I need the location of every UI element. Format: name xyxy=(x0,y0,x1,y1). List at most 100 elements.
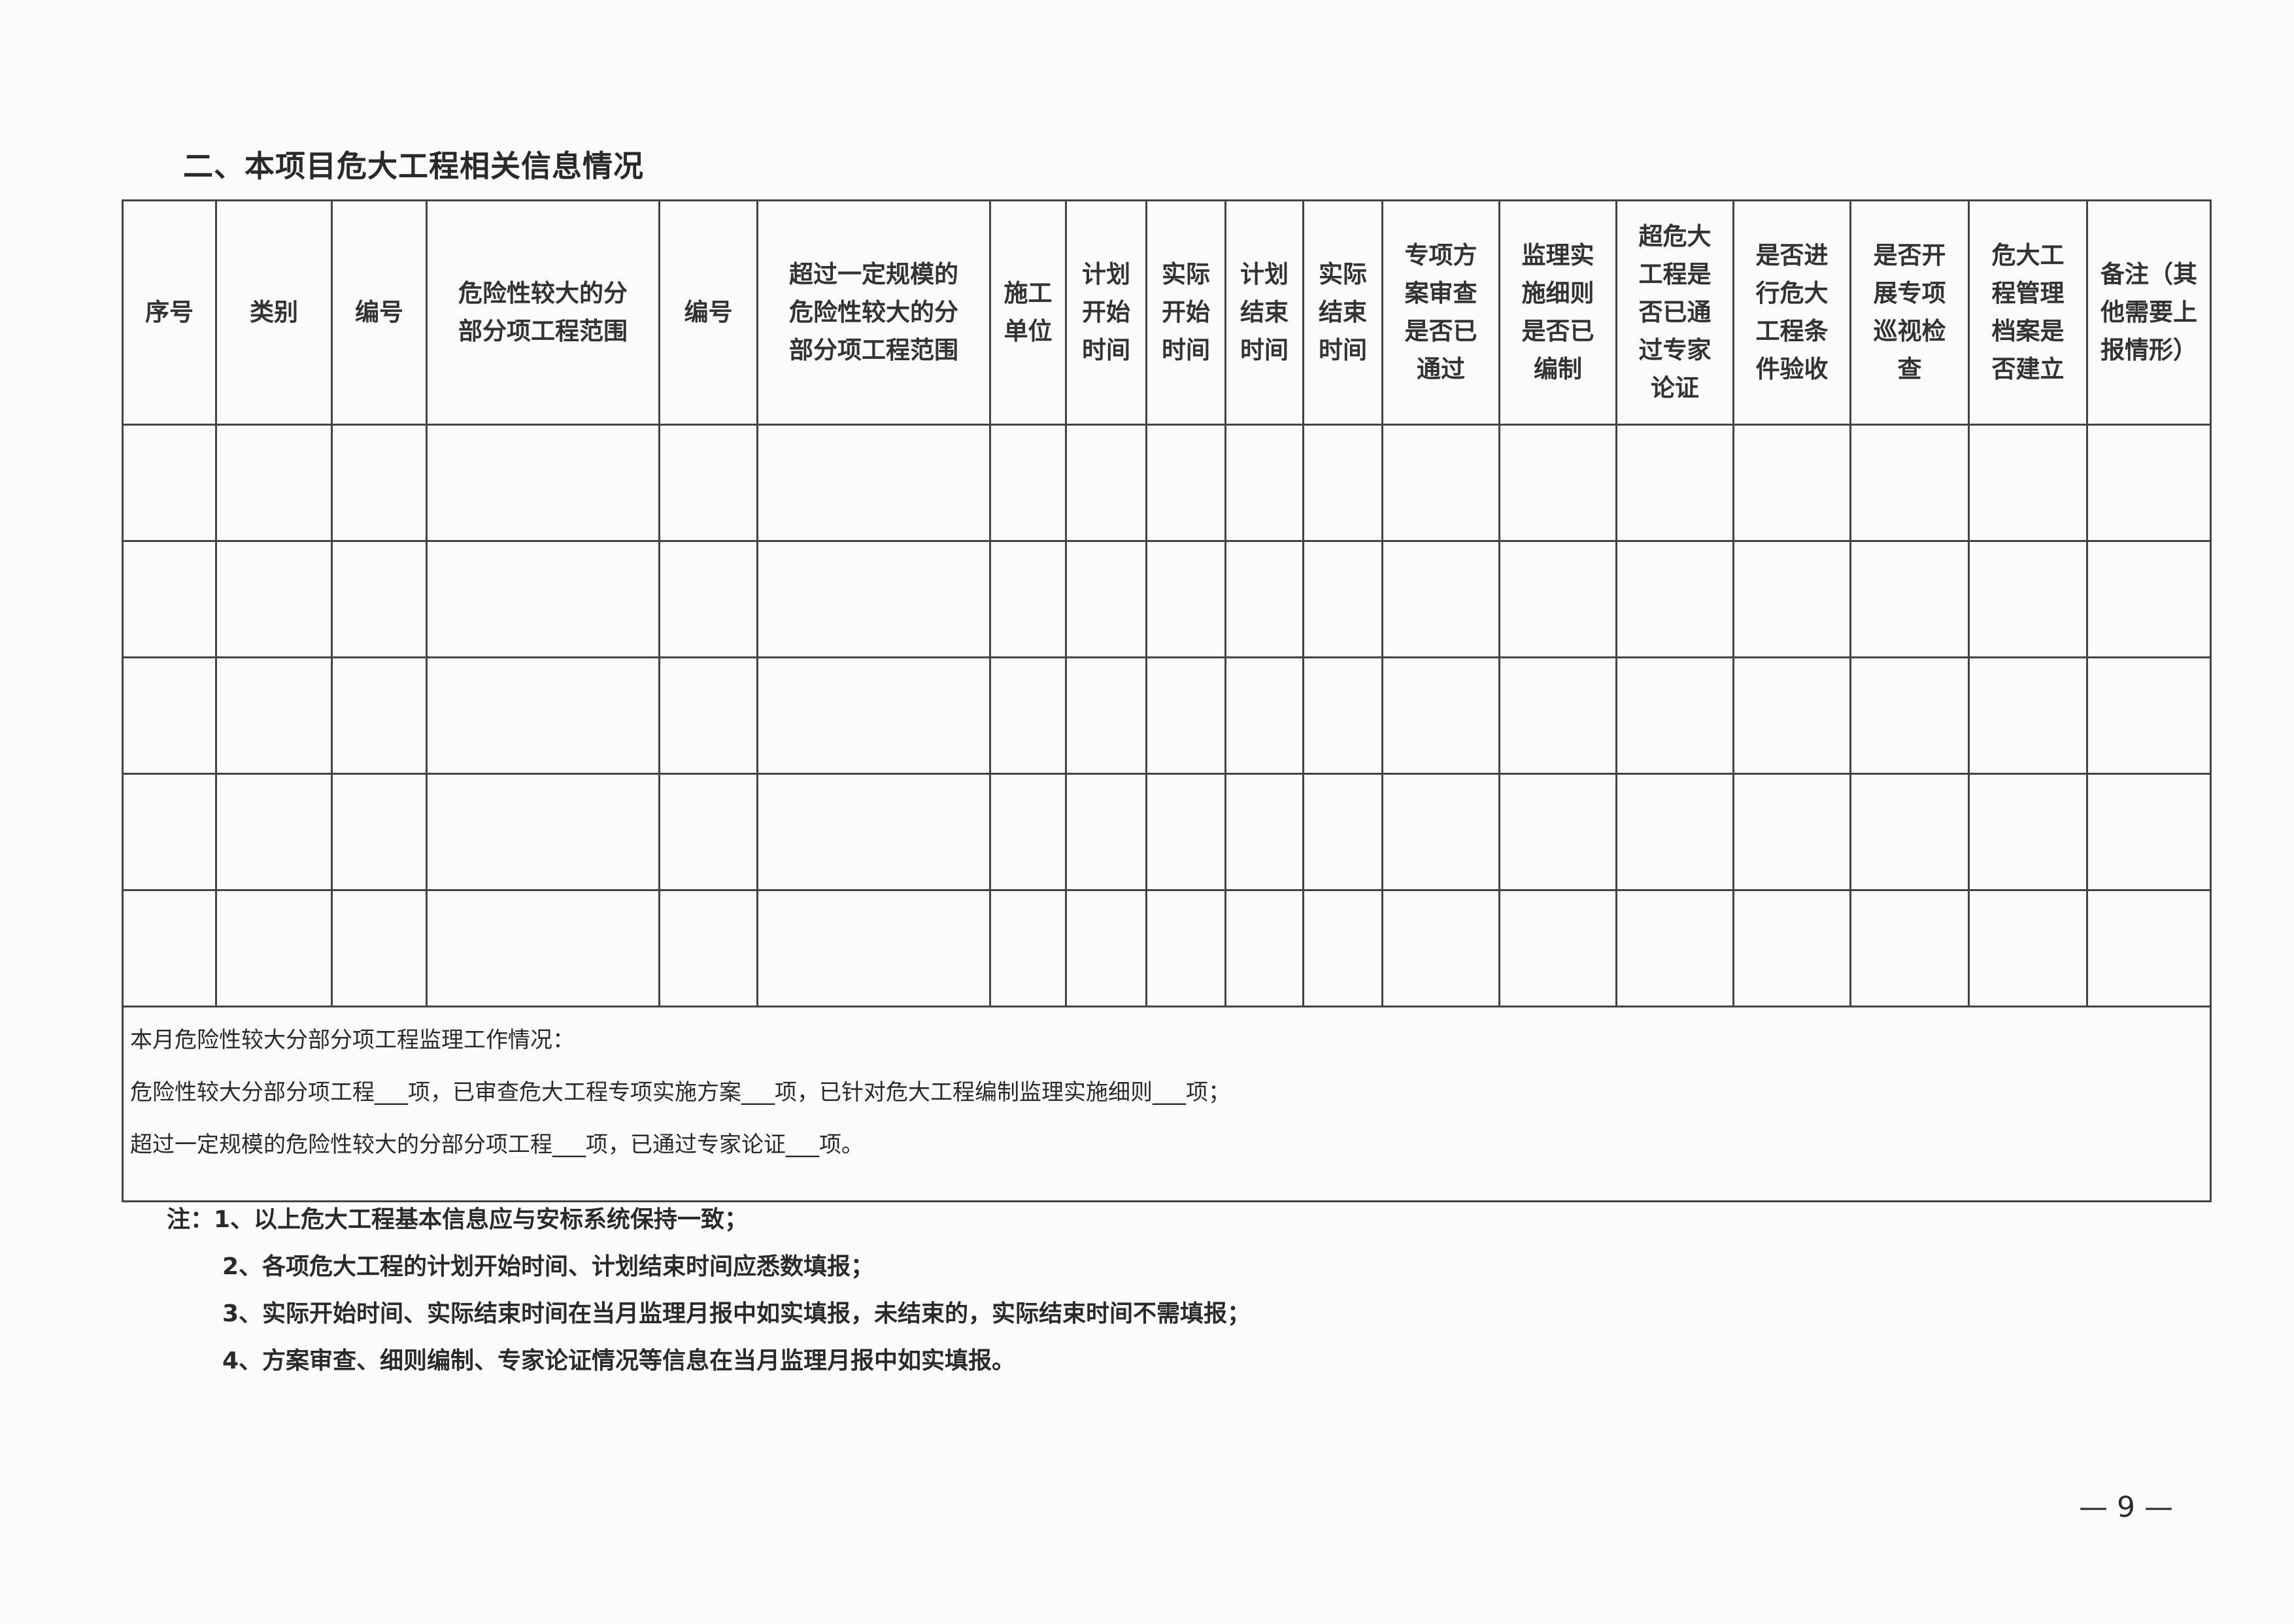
table-cell[interactable] xyxy=(331,773,428,891)
table-cell[interactable] xyxy=(1381,889,1500,1007)
table-cell[interactable] xyxy=(756,540,991,658)
table-cell[interactable] xyxy=(426,889,660,1007)
table-cell[interactable] xyxy=(1302,889,1383,1007)
table-cell[interactable] xyxy=(1732,540,1851,658)
table-cell[interactable] xyxy=(1224,773,1304,891)
table-cell[interactable] xyxy=(1381,424,1500,542)
table-cell[interactable] xyxy=(1145,889,1226,1007)
table-cell[interactable] xyxy=(331,424,428,542)
column-header: 超危大 工程是 否已通 过专家 论证 xyxy=(1615,199,1734,426)
table-cell[interactable] xyxy=(1968,773,2088,891)
table-cell[interactable] xyxy=(1615,424,1734,542)
table-cell[interactable] xyxy=(756,773,991,891)
table-cell[interactable] xyxy=(989,540,1067,658)
table-cell[interactable] xyxy=(2086,540,2212,658)
column-header: 危险性较大的分 部分项工程范围 xyxy=(426,199,660,426)
table-cell[interactable] xyxy=(2086,889,2212,1007)
table-cell[interactable] xyxy=(989,889,1067,1007)
table-cell[interactable] xyxy=(1145,656,1226,775)
table-cell[interactable] xyxy=(122,540,217,658)
table-cell[interactable] xyxy=(1615,773,1734,891)
table-cell[interactable] xyxy=(1968,424,2088,542)
table-cell[interactable] xyxy=(331,656,428,775)
table-cell[interactable] xyxy=(1065,889,1147,1007)
table-cell[interactable] xyxy=(1302,540,1383,658)
table-cell[interactable] xyxy=(1732,424,1851,542)
table-cell[interactable] xyxy=(756,656,991,775)
table-cell[interactable] xyxy=(1381,773,1500,891)
table-cell[interactable] xyxy=(1732,773,1851,891)
table-cell[interactable] xyxy=(1498,773,1617,891)
column-header: 计划 开始 时间 xyxy=(1065,199,1147,426)
table-cell[interactable] xyxy=(1302,656,1383,775)
table-cell[interactable] xyxy=(1849,773,1970,891)
table-cell[interactable] xyxy=(1065,424,1147,542)
table-cell[interactable] xyxy=(1224,540,1304,658)
column-header: 备注（其 他需要上 报情形） xyxy=(2086,199,2212,426)
table-cell[interactable] xyxy=(658,424,758,542)
table-cell[interactable] xyxy=(2086,656,2212,775)
table-cell[interactable] xyxy=(1615,656,1734,775)
table-cell[interactable] xyxy=(756,424,991,542)
table-cell[interactable] xyxy=(2086,424,2212,542)
table-cell[interactable] xyxy=(1224,424,1304,542)
table-cell[interactable] xyxy=(1224,656,1304,775)
table-cell[interactable] xyxy=(1145,773,1226,891)
column-header-label: 实际 开始 时间 xyxy=(1162,260,1210,364)
table-cell[interactable] xyxy=(1302,773,1383,891)
table-cell[interactable] xyxy=(1381,656,1500,775)
table-cell[interactable] xyxy=(215,773,333,891)
table-cell[interactable] xyxy=(426,656,660,775)
table-cell[interactable] xyxy=(1615,540,1734,658)
table-cell[interactable] xyxy=(215,889,333,1007)
table-cell[interactable] xyxy=(989,656,1067,775)
table-cell[interactable] xyxy=(658,889,758,1007)
table-cell[interactable] xyxy=(1145,540,1226,658)
table-cell[interactable] xyxy=(426,773,660,891)
table-cell[interactable] xyxy=(1968,656,2088,775)
table-cell[interactable] xyxy=(1849,889,1970,1007)
table-row xyxy=(122,773,2212,891)
table-cell[interactable] xyxy=(1732,889,1851,1007)
table-cell[interactable] xyxy=(426,424,660,542)
table-cell[interactable] xyxy=(1849,424,1970,542)
column-header-label: 危大工 程管理 档案是 否建立 xyxy=(1991,241,2065,383)
table-cell[interactable] xyxy=(1732,656,1851,775)
table-cell[interactable] xyxy=(426,540,660,658)
table-cell[interactable] xyxy=(1065,656,1147,775)
table-cell[interactable] xyxy=(215,540,333,658)
hazard-info-table: 序号 类别 编号 危险性较大的分 部分项工程范围 编号 超过一定规模的 危险性较大的分 部… xyxy=(122,199,2212,1202)
table-cell[interactable] xyxy=(2086,773,2212,891)
table-cell[interactable] xyxy=(122,656,217,775)
table-cell[interactable] xyxy=(1498,540,1617,658)
table-cell[interactable] xyxy=(1498,656,1617,775)
table-cell[interactable] xyxy=(756,889,991,1007)
table-cell[interactable] xyxy=(1381,540,1500,658)
table-cell[interactable] xyxy=(1224,889,1304,1007)
table-cell[interactable] xyxy=(1968,540,2088,658)
table-cell[interactable] xyxy=(1065,540,1147,658)
table-cell[interactable] xyxy=(331,540,428,658)
table-cell[interactable] xyxy=(989,424,1067,542)
table-cell[interactable] xyxy=(331,889,428,1007)
table-cell[interactable] xyxy=(658,656,758,775)
header-row: 序号 类别 编号 危险性较大的分 部分项工程范围 编号 超过一定规模的 危险性较大的分 部… xyxy=(122,199,2212,426)
column-header-label: 监理实 施细则 是否已 编制 xyxy=(1521,241,1594,383)
table-cell[interactable] xyxy=(1302,424,1383,542)
table-cell[interactable] xyxy=(1615,889,1734,1007)
table-cell[interactable] xyxy=(658,773,758,891)
table-cell[interactable] xyxy=(1849,540,1970,658)
table-cell[interactable] xyxy=(122,773,217,891)
table-cell[interactable] xyxy=(122,889,217,1007)
table-cell[interactable] xyxy=(122,424,217,542)
table-cell[interactable] xyxy=(1968,889,2088,1007)
table-cell[interactable] xyxy=(989,773,1067,891)
table-cell[interactable] xyxy=(1145,424,1226,542)
table-cell[interactable] xyxy=(1498,889,1617,1007)
table-cell[interactable] xyxy=(215,424,333,542)
table-cell[interactable] xyxy=(1498,424,1617,542)
table-cell[interactable] xyxy=(215,656,333,775)
table-cell[interactable] xyxy=(1849,656,1970,775)
table-cell[interactable] xyxy=(658,540,758,658)
table-cell[interactable] xyxy=(1065,773,1147,891)
